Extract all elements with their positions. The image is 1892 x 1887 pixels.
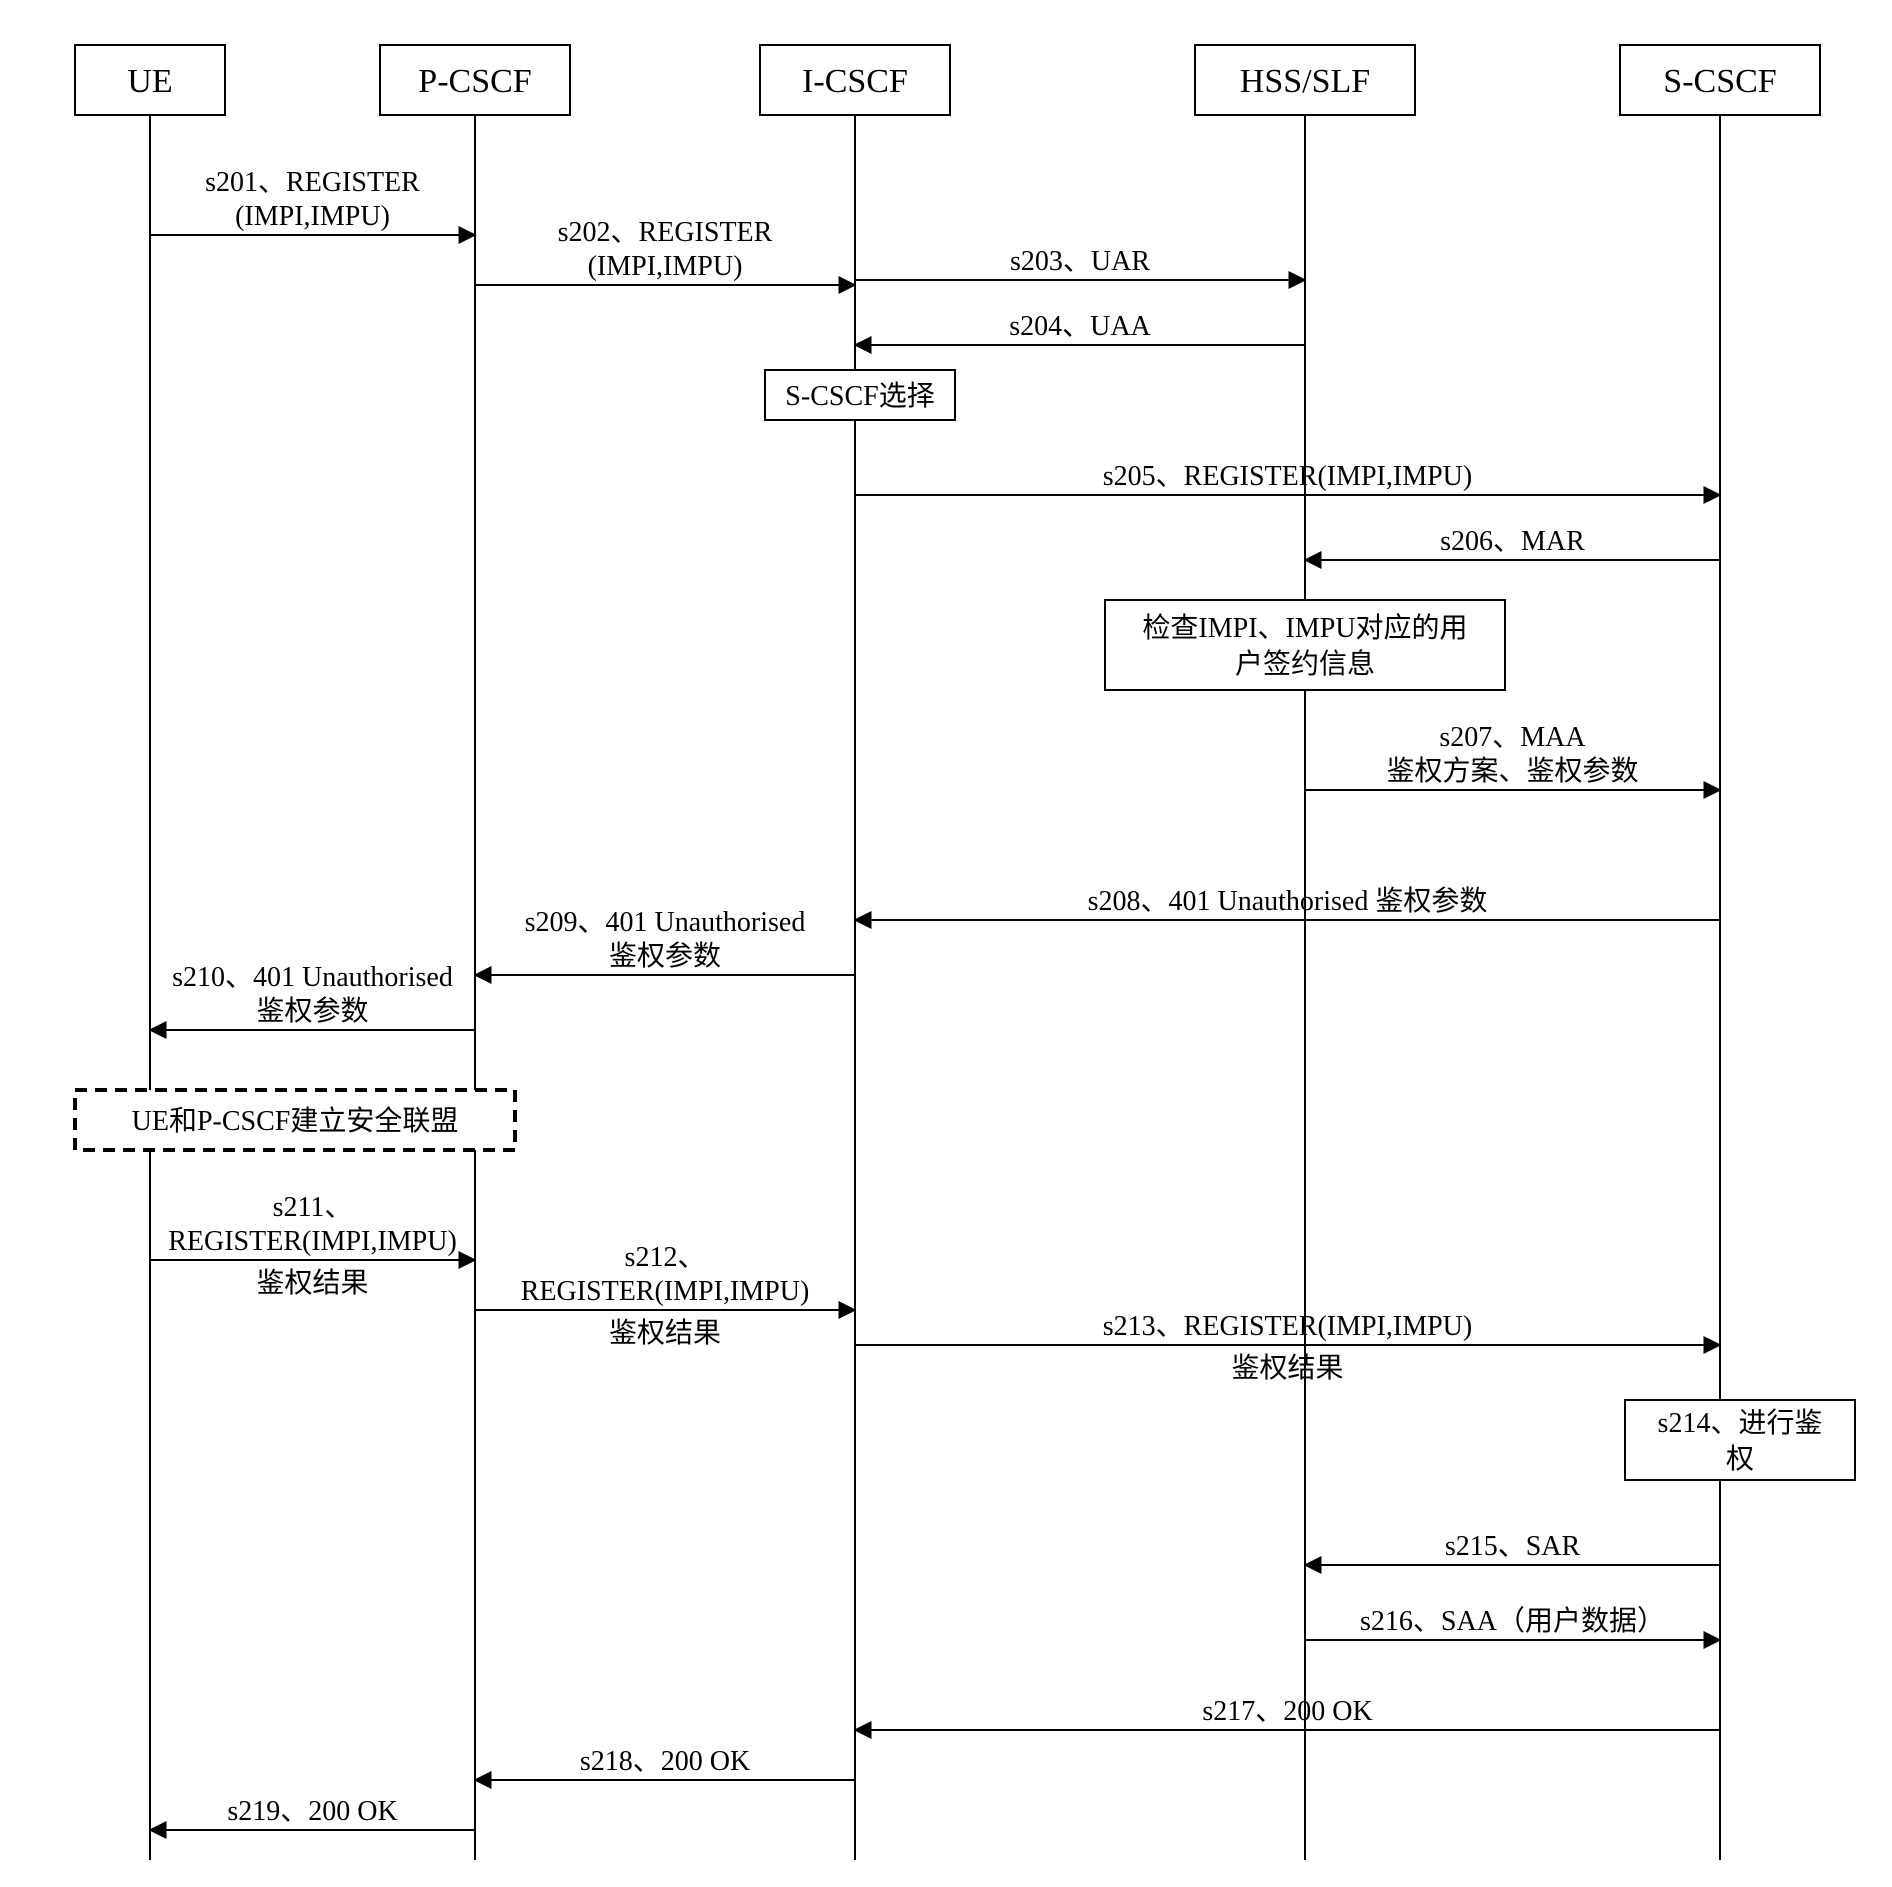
- message-label-s206-0: s206、MAR: [1440, 526, 1585, 557]
- message-label-s207-0: s207、MAA: [1439, 722, 1586, 753]
- message-label-s215-0: s215、SAR: [1445, 1531, 1581, 1562]
- message-label-s216-0: s216、SAA（用户数据）: [1360, 1605, 1665, 1637]
- message-label-s217-0: s217、200 OK: [1202, 1696, 1372, 1727]
- message-label-s210-1: 鉴权参数: [256, 995, 368, 1027]
- message-label-s202-0: s202、REGISTER: [558, 217, 773, 248]
- message-label-s212-2: 鉴权结果: [609, 1317, 721, 1349]
- actor-label-pcscf: P-CSCF: [418, 63, 531, 100]
- message-label-s218-0: s218、200 OK: [580, 1746, 750, 1777]
- actor-label-hss: HSS/SLF: [1240, 63, 1370, 100]
- message-label-s204-0: s204、UAA: [1009, 311, 1151, 342]
- note-label-s214-auth-1: 权: [1726, 1443, 1754, 1475]
- message-label-s202-1: (IMPI,IMPU): [588, 251, 743, 282]
- message-label-s205-0: s205、REGISTER(IMPI,IMPU): [1103, 461, 1472, 492]
- sequence-diagram: UE P-CSCF I-CSCF HSS/SLF S-CSCF s201、REGISTER…: [0, 0, 1892, 1887]
- note-label-check-impi-0: 检查IMPI、IMPU对应的用: [1142, 612, 1467, 644]
- note-label-security-assoc: UE和P-CSCF建立安全联盟: [132, 1105, 459, 1137]
- message-label-s211-0: s211、: [273, 1192, 353, 1223]
- message-label-s210-0: s210、401 Unauthorised: [172, 962, 453, 993]
- message-label-s207-1: 鉴权方案、鉴权参数: [1386, 755, 1638, 787]
- message-label-s209-0: s209、401 Unauthorised: [525, 907, 806, 938]
- note-label-scscf-select: S-CSCF选择: [785, 380, 934, 412]
- message-label-s201-0: s201、REGISTER: [205, 167, 420, 198]
- message-label-s212-1: REGISTER(IMPI,IMPU): [521, 1276, 810, 1307]
- message-label-s208-0: s208、401 Unauthorised 鉴权参数: [1088, 885, 1488, 917]
- message-label-s211-1: REGISTER(IMPI,IMPU): [168, 1226, 457, 1257]
- actor-label-scscf: S-CSCF: [1663, 63, 1776, 100]
- message-label-s203-0: s203、UAR: [1010, 246, 1150, 277]
- note-label-check-impi-1: 户签约信息: [1235, 648, 1375, 680]
- actor-label-icscf: I-CSCF: [802, 63, 908, 100]
- message-label-s211-2: 鉴权结果: [256, 1267, 368, 1299]
- message-label-s209-1: 鉴权参数: [609, 940, 721, 972]
- message-label-s213-0: s213、REGISTER(IMPI,IMPU): [1103, 1311, 1472, 1342]
- message-label-s212-0: s212、: [625, 1242, 706, 1273]
- message-label-s201-1: (IMPI,IMPU): [235, 201, 390, 232]
- actor-label-ue: UE: [127, 63, 172, 100]
- message-label-s219-0: s219、200 OK: [227, 1796, 397, 1827]
- note-label-s214-auth-0: s214、进行鉴: [1658, 1407, 1823, 1439]
- message-label-s213-1: 鉴权结果: [1231, 1352, 1343, 1384]
